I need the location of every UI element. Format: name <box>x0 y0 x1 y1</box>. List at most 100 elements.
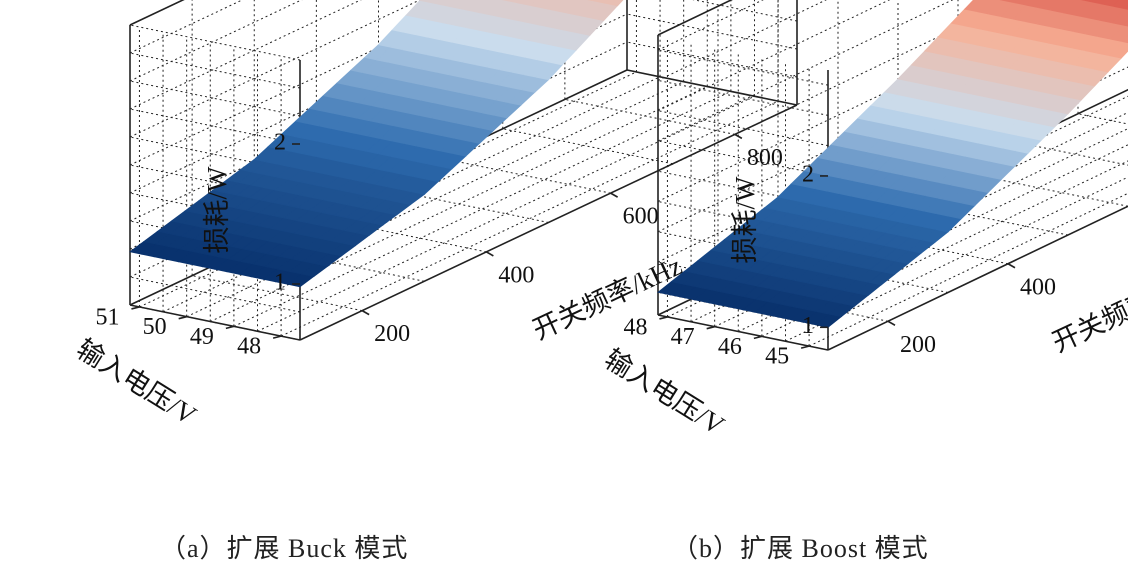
x-tick-mark <box>1007 263 1016 269</box>
left-wall-gridline <box>657 110 829 147</box>
surface-patch <box>443 0 465 9</box>
back-wall-gridline <box>129 0 540 194</box>
y-tick-mark <box>272 335 282 339</box>
surface-patch <box>1080 0 1091 2</box>
left-wall-gridline <box>129 80 301 117</box>
z-tick-label: 2 <box>802 161 814 187</box>
left-wall-gridline <box>129 164 301 201</box>
z-tick-label: 1 <box>274 270 286 296</box>
side-wall-gridline <box>626 69 798 106</box>
left-wall-gridline <box>657 170 829 207</box>
x-tick-mark <box>887 320 896 326</box>
x-tick-label: 400 <box>1020 274 1056 300</box>
y-tick-label: 51 <box>95 304 119 330</box>
surface-patch <box>1112 0 1128 10</box>
left-wall-gridline <box>657 200 829 237</box>
floor-gridline <box>280 100 779 337</box>
floor-gridline <box>957 170 1128 207</box>
floor-gridline <box>785 176 1128 342</box>
y-tick-label: 50 <box>143 314 167 340</box>
x-axis-title: 开关频率/kHz <box>1048 263 1128 358</box>
floor-gridline <box>738 144 1128 332</box>
x-tick-label: 800 <box>747 145 783 171</box>
boost-surface-plot: 200 400 600 800 45 46 47 48 1 2 开关频率/kHz 输入电压/V 损耗/W <box>599 0 1128 441</box>
surface-patch <box>1124 4 1128 10</box>
y-tick-label: 46 <box>718 334 742 360</box>
back-wall-gridline <box>129 0 362 110</box>
x-tick-label: 400 <box>498 262 534 288</box>
back-wall-gridline <box>657 0 954 142</box>
floor-gridline <box>378 187 549 223</box>
floor-gridline <box>1017 142 1128 166</box>
x-tick-mark <box>485 251 494 257</box>
y-tick-label: 45 <box>765 344 789 370</box>
floor-gridline <box>233 90 732 327</box>
surface-patch <box>530 0 552 9</box>
surface-patch <box>419 0 436 4</box>
z-axis-title: 损耗/W <box>730 176 760 264</box>
y-tick-label: 48 <box>237 334 261 360</box>
left-wall-gridline <box>129 304 301 341</box>
floor-gridline <box>254 245 425 282</box>
left-wall-gridline <box>657 140 829 177</box>
floor-gridline <box>1077 113 1128 125</box>
surface-patch <box>1025 0 1047 9</box>
floor-gridline <box>257 95 755 332</box>
buck-surface-plot: 200 400 600 800 48 49 50 51 1 2 开关频率/kHz 输入电压/V 损耗/W <box>71 0 798 431</box>
back-wall-gridline <box>129 0 599 222</box>
y-tick-mark <box>706 325 715 330</box>
floor-gridline <box>808 192 1128 347</box>
x-tick-label: 200 <box>374 321 410 347</box>
back-wall-gridline <box>129 0 421 138</box>
left-wall-gridline <box>129 136 301 173</box>
y-tick-mark <box>800 345 810 349</box>
floor-gridline <box>502 128 673 165</box>
left-wall-gridline <box>657 49 829 86</box>
z-tick-label: 2 <box>274 130 286 156</box>
floor-gridline <box>192 275 363 312</box>
floor-gridline <box>316 216 487 253</box>
x-tick-label: 200 <box>900 332 936 358</box>
surface-patch <box>505 0 523 4</box>
y-tick-mark <box>659 316 668 320</box>
caption-boost: （b）扩展 Boost 模式 <box>672 534 929 563</box>
x-tick-label: 600 <box>623 204 659 230</box>
surface-patch <box>1013 0 1033 6</box>
floor-gridline <box>440 157 611 194</box>
y-axis-title: 输入电压/V <box>71 334 202 431</box>
caption-buck: （a）扩展 Buck 模式 <box>160 534 409 563</box>
back-wall-gridline <box>129 0 244 54</box>
back-wall-gridline <box>657 0 1017 172</box>
floor-gridline <box>657 314 829 351</box>
z-axis-title: 损耗/W <box>202 166 232 254</box>
side-wall-gridline <box>626 41 798 78</box>
surface-mesh <box>657 0 1128 328</box>
floor-gridline <box>564 98 735 135</box>
surface-patch <box>592 0 610 4</box>
floor-gridline <box>897 199 1069 236</box>
surface-patch <box>1087 0 1105 5</box>
left-wall-gridline <box>129 24 301 61</box>
y-tick-mark <box>225 325 235 330</box>
y-tick-label: 49 <box>190 324 214 350</box>
x-axis-title: 开关频率/kHz <box>528 250 686 345</box>
back-wall-gridline <box>129 0 303 82</box>
surface-patch <box>604 0 624 7</box>
z-tick-label: 1 <box>802 313 814 339</box>
back-wall-gridline <box>129 0 481 166</box>
left-wall-gridline <box>657 79 829 116</box>
y-tick-mark <box>753 335 763 340</box>
y-tick-mark <box>131 306 140 310</box>
surface-mesh <box>129 0 624 288</box>
left-wall-gridline <box>129 276 301 313</box>
left-wall-gridline <box>129 108 301 145</box>
surface-patch <box>1121 35 1128 44</box>
x-tick-mark <box>361 309 370 316</box>
left-wall-gridline <box>129 52 301 89</box>
y-tick-label: 47 <box>671 324 695 350</box>
y-tick-label: 48 <box>623 314 647 340</box>
side-wall-gridline <box>626 13 798 50</box>
floor-gridline <box>761 160 1128 337</box>
x-tick-mark <box>610 192 619 198</box>
